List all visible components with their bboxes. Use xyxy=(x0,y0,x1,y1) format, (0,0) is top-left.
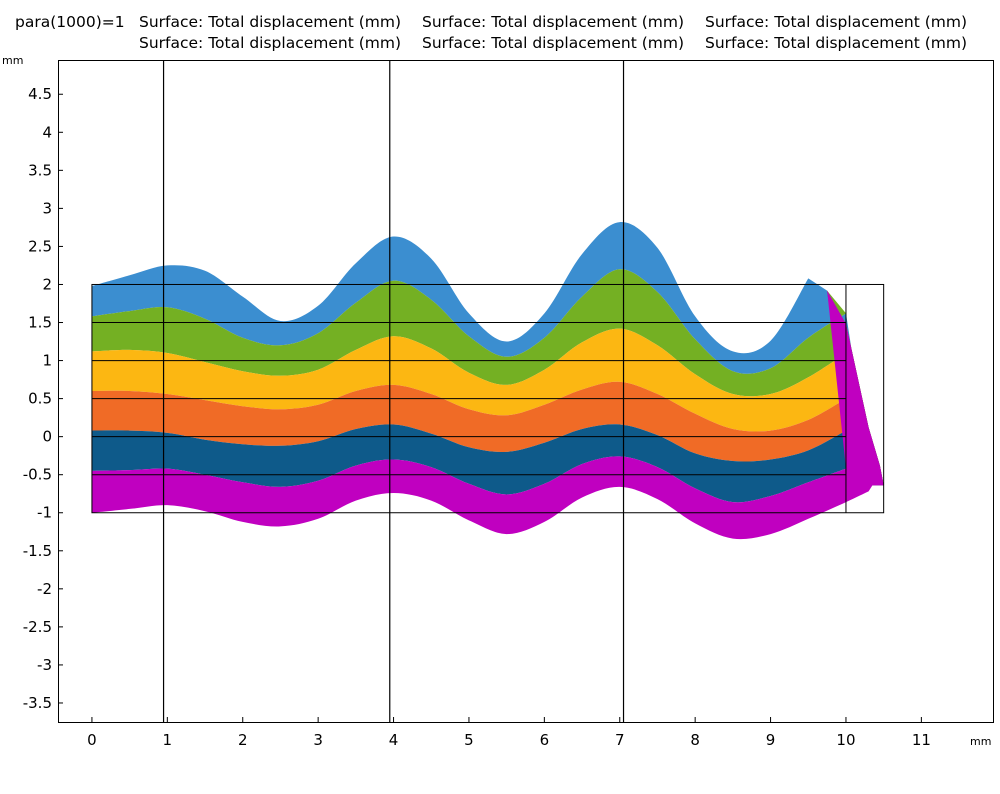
plot-frame xyxy=(58,60,994,723)
y-tick-label: 2.5 xyxy=(28,237,52,255)
x-tick-label: 6 xyxy=(540,731,550,749)
title-surface-3: Surface: Total displacement (mm) xyxy=(705,13,968,31)
y-tick-label: 2 xyxy=(42,275,52,293)
title-surface-2: Surface: Total displacement (mm) xyxy=(422,13,685,31)
title-surface-5: Surface: Total displacement (mm) xyxy=(422,34,685,52)
y-tick-label: -1 xyxy=(37,504,52,522)
undeformed-geometry-outline xyxy=(91,283,885,514)
chart-title-block: para(1000)=1 Surface: Total displacement… xyxy=(0,0,1000,58)
vertical-reference-lines xyxy=(162,60,625,722)
y-axis-unit-label: mm xyxy=(2,54,23,67)
x-tick-label: 7 xyxy=(615,731,625,749)
y-tick-label: 0.5 xyxy=(28,390,52,408)
y-tick-label: -0.5 xyxy=(23,466,52,484)
x-axis-ticks: 0 1 2 3 4 5 6 7 8 9 10 11 xyxy=(87,717,931,749)
y-tick-label: -2.5 xyxy=(23,618,52,636)
displacement-layer-3 xyxy=(91,290,884,486)
y-tick-label: 1.5 xyxy=(28,314,52,332)
x-tick-label: 4 xyxy=(389,731,399,749)
x-axis-unit-label: mm xyxy=(970,735,991,748)
y-tick-label: -3.5 xyxy=(23,694,52,712)
x-tick-label: 11 xyxy=(912,731,931,749)
x-tick-label: 5 xyxy=(464,731,474,749)
displacement-layer-5 xyxy=(91,290,884,503)
y-tick-label: -3 xyxy=(37,656,52,674)
x-tick-label: 3 xyxy=(313,731,323,749)
displacement-layers xyxy=(91,222,884,540)
y-tick-label: 4 xyxy=(42,123,52,141)
y-tick-label: 0 xyxy=(42,428,52,446)
y-tick-label: -2 xyxy=(37,580,52,598)
y-tick-label: 3 xyxy=(42,199,52,217)
title-surface-6: Surface: Total displacement (mm) xyxy=(705,34,968,52)
x-tick-label: 0 xyxy=(87,731,97,749)
x-tick-label: 1 xyxy=(163,731,173,749)
x-tick-label: 2 xyxy=(238,731,248,749)
x-tick-label: 9 xyxy=(766,731,776,749)
displacement-layer-2 xyxy=(91,269,884,486)
y-tick-label: 4.5 xyxy=(28,85,52,103)
y-axis-ticks: 4.5 4 3.5 3 2.5 2 1.5 1 0.5 0 -0.5 -1 -1.5 -2 -2.5 -3 -3… xyxy=(23,85,63,712)
y-tick-label: 3.5 xyxy=(28,161,52,179)
title-surface-1: Surface: Total displacement (mm) xyxy=(139,13,402,31)
y-tick-label: -1.5 xyxy=(23,542,52,560)
x-tick-label: 8 xyxy=(690,731,700,749)
displacement-layer-6 xyxy=(91,290,884,540)
title-parameter: para(1000)=1 xyxy=(15,13,125,31)
displacement-layer-1 xyxy=(91,222,884,486)
x-tick-label: 10 xyxy=(836,731,855,749)
y-tick-label: 1 xyxy=(42,352,52,370)
title-surface-4: Surface: Total displacement (mm) xyxy=(139,34,402,52)
